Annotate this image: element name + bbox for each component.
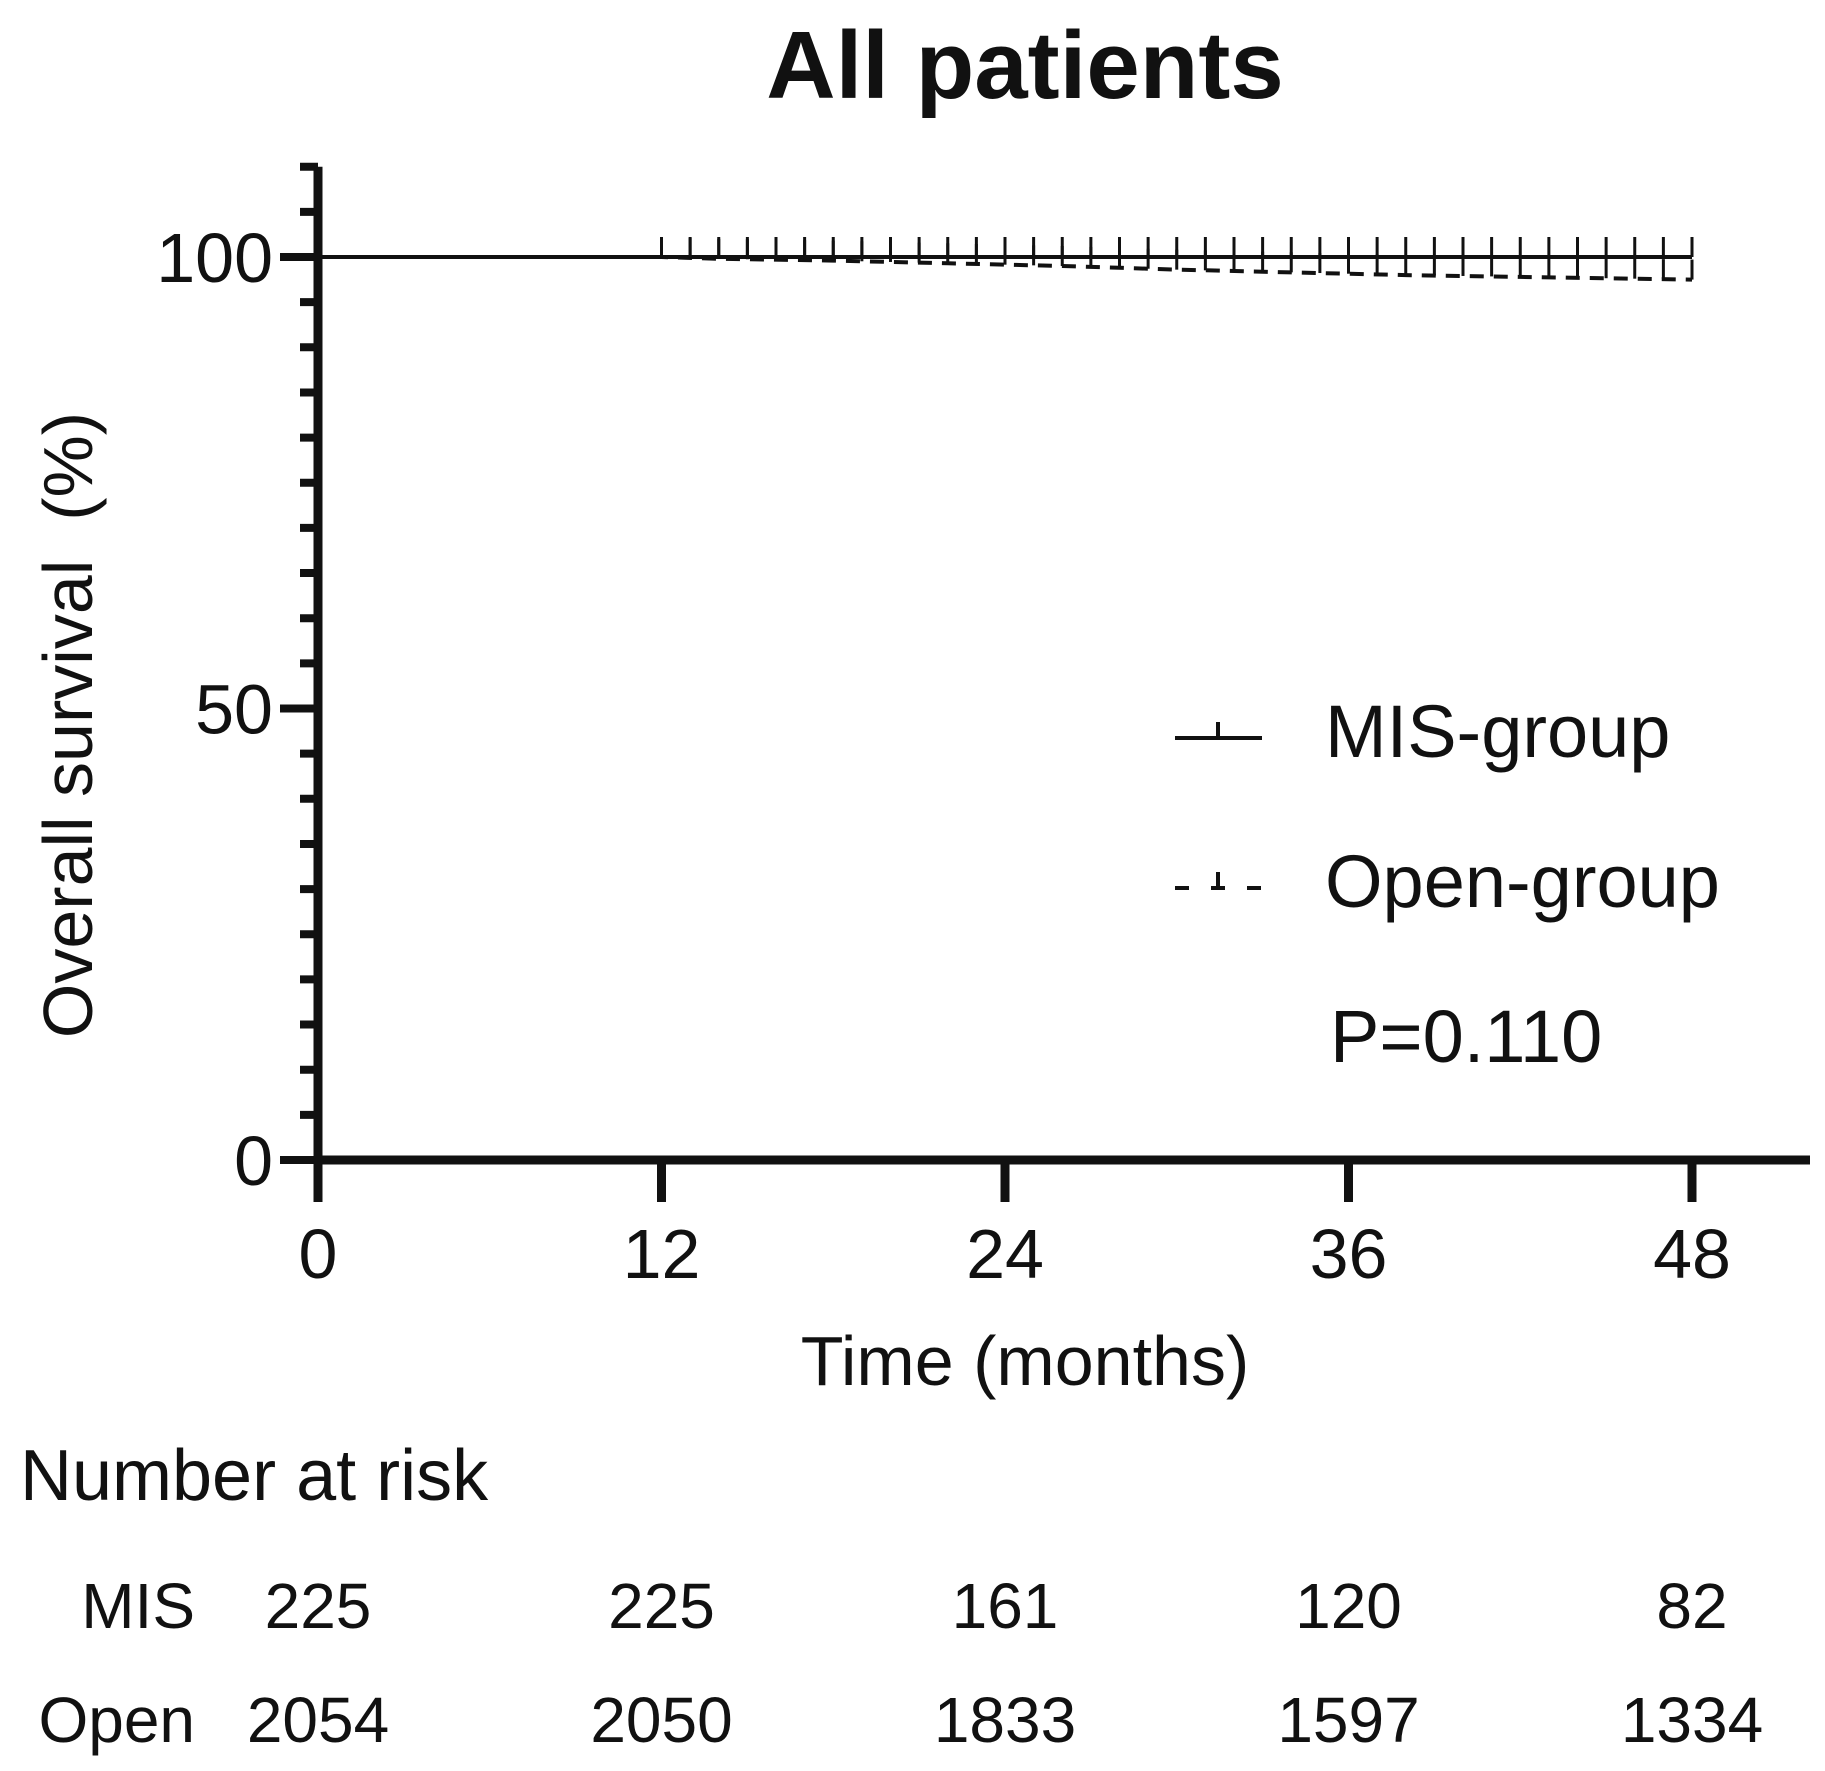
y-tick-label: 50 (195, 671, 273, 749)
y-tick-label: 100 (156, 219, 273, 297)
risk-value: 120 (1295, 1570, 1402, 1642)
risk-value: 1334 (1621, 1684, 1763, 1756)
x-tick-label: 36 (1310, 1215, 1388, 1293)
series (318, 237, 1694, 282)
x-tick-label: 48 (1653, 1215, 1731, 1293)
x-axis-label: Time (months) (801, 1322, 1250, 1400)
p-value-annotation: P=0.110 (1330, 995, 1602, 1078)
x-tick-label: 24 (966, 1215, 1044, 1293)
x-tick-label: 12 (623, 1215, 701, 1293)
risk-value: 2054 (247, 1684, 389, 1756)
risk-value: 1833 (934, 1684, 1076, 1756)
risk-value: 82 (1656, 1570, 1727, 1642)
risk-table: Number at risk MIS 225 225 161 120 82 Open 2054… (20, 1436, 1763, 1756)
y-axis-label: Overall survival (%) (29, 412, 107, 1038)
x-ticks: 0 12 24 36 48 (299, 1160, 1731, 1293)
risk-table-header: Number at risk (20, 1436, 489, 1516)
risk-value: 2050 (590, 1684, 732, 1756)
y-tick-label: 0 (234, 1122, 273, 1200)
risk-value: 225 (265, 1570, 372, 1642)
risk-value: 1597 (1277, 1684, 1419, 1756)
risk-value: 225 (608, 1570, 715, 1642)
legend: MIS-group Open-group P=0.110 (1175, 690, 1720, 1078)
legend-open-label: Open-group (1325, 840, 1720, 923)
risk-row-label: Open (38, 1684, 195, 1756)
risk-value: 161 (952, 1570, 1059, 1642)
chart-title: All patients (766, 12, 1283, 119)
x-tick-label: 0 (299, 1215, 338, 1293)
legend-mis-label: MIS-group (1325, 690, 1670, 773)
y-ticks: 0 50 100 (156, 162, 318, 1200)
risk-row-label: MIS (81, 1570, 195, 1642)
